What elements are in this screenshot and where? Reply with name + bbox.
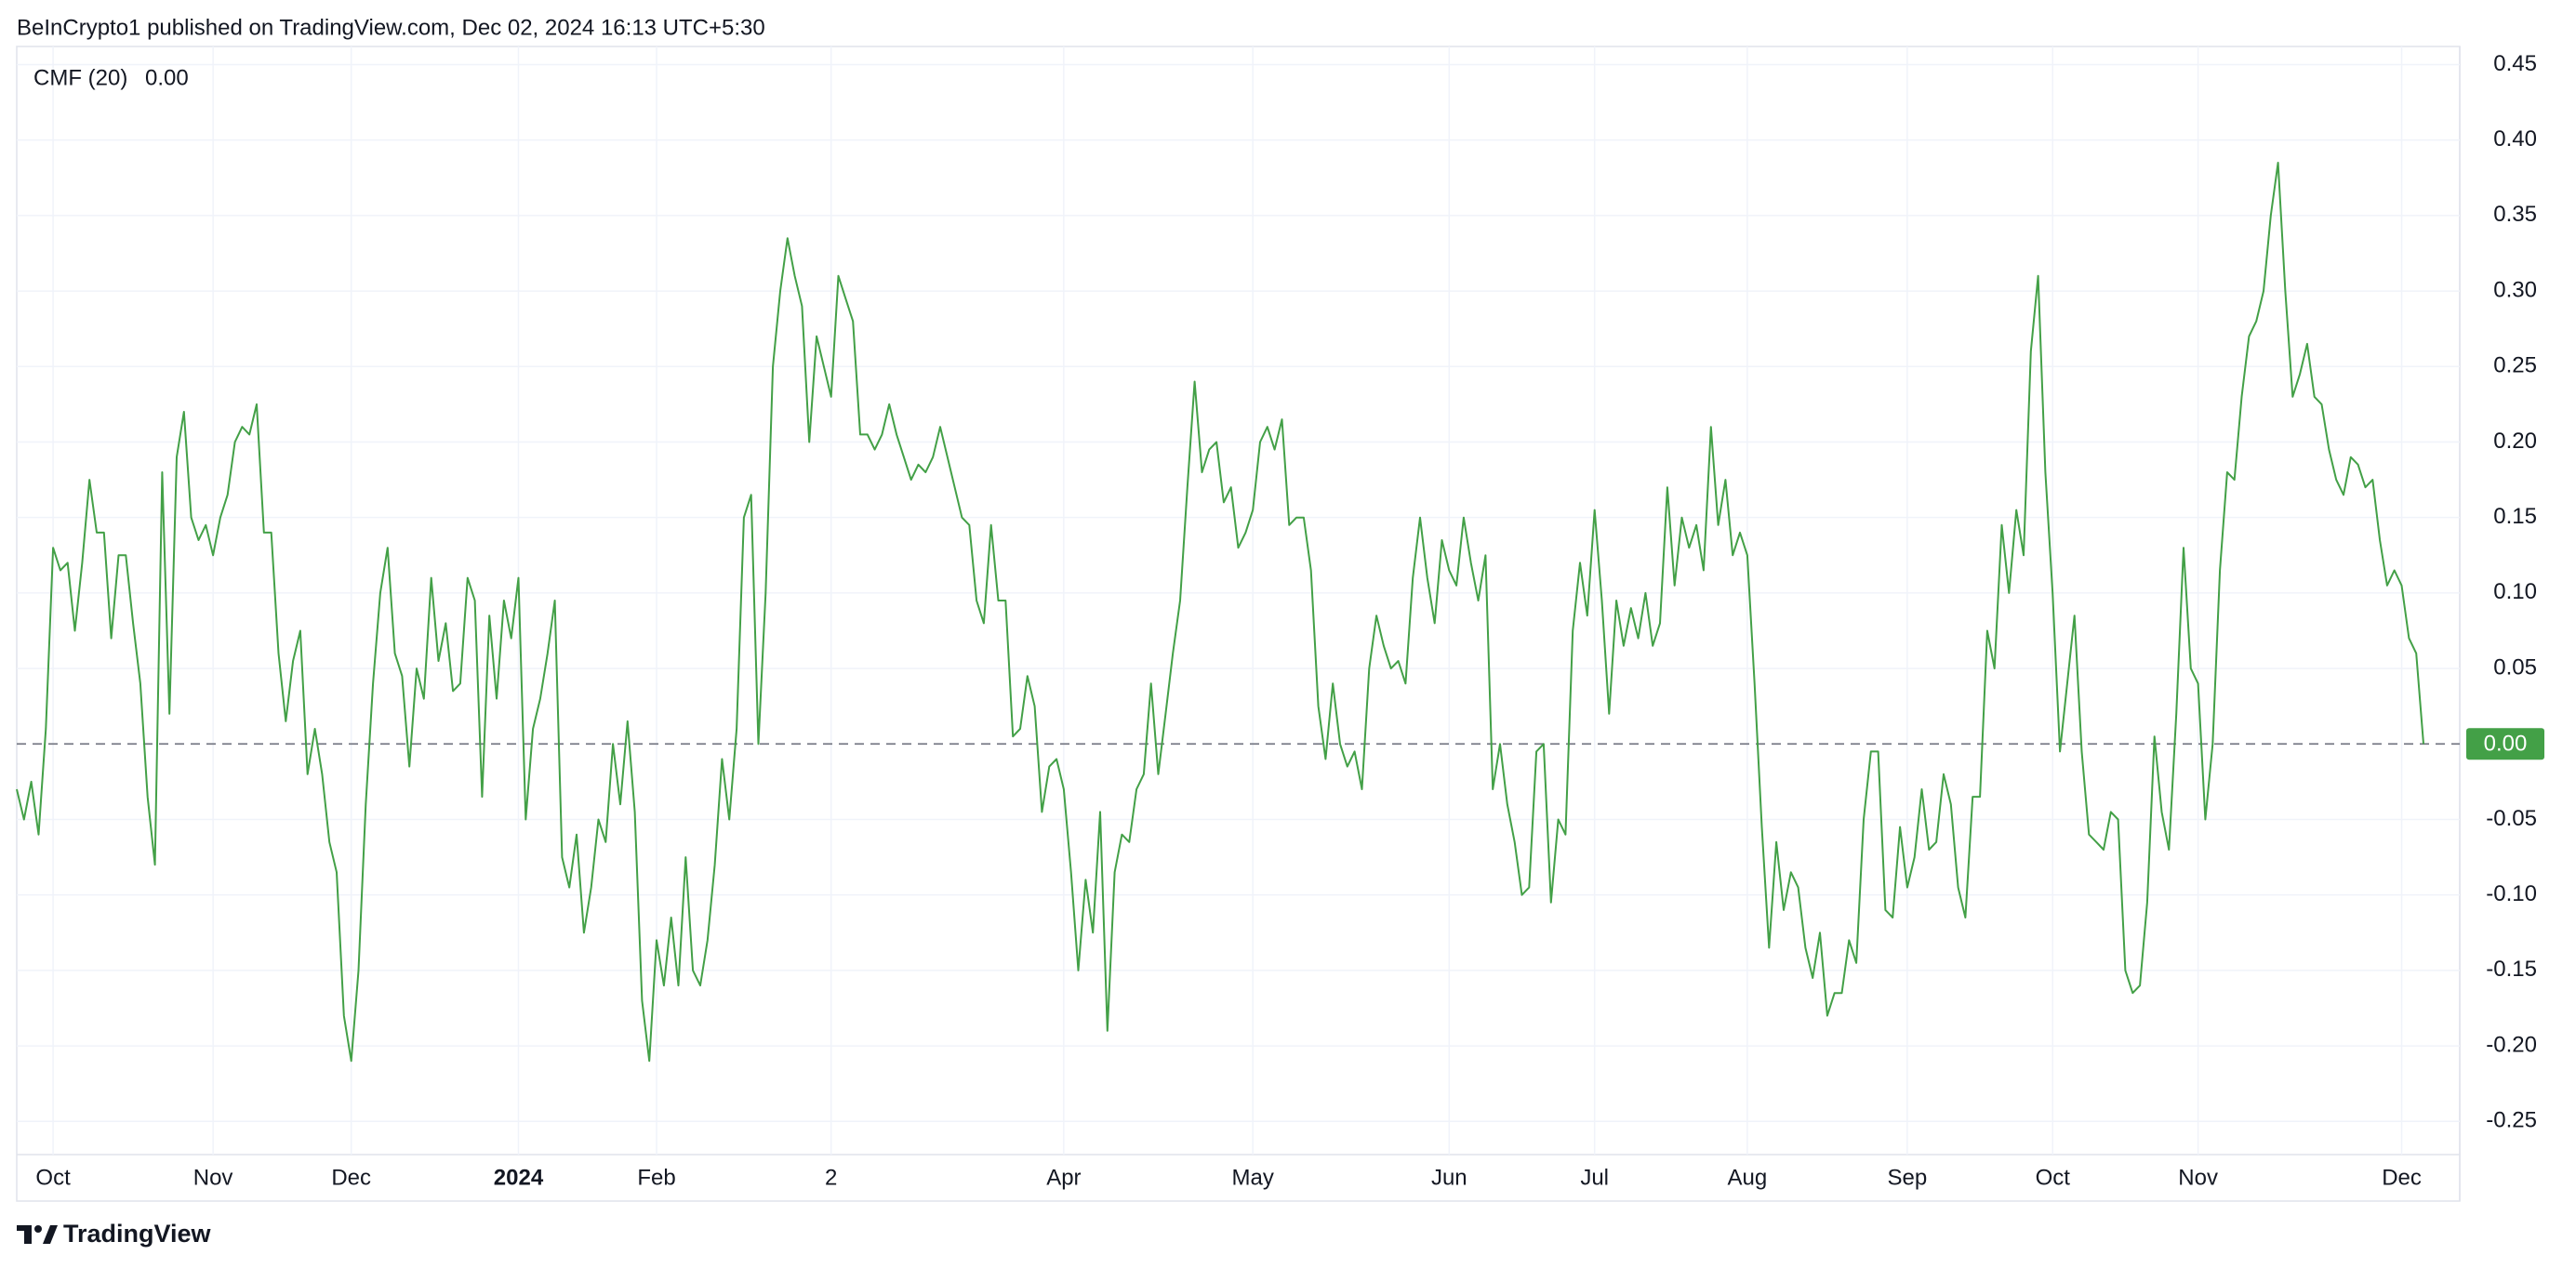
x-tick-label: Aug <box>1728 1165 1768 1190</box>
y-tick-label: -0.15 <box>2486 957 2537 982</box>
x-tick-label: Jul <box>1580 1165 1609 1190</box>
x-tick-label: Dec <box>331 1165 371 1190</box>
y-tick-label: 0.10 <box>2493 579 2537 604</box>
x-tick-label: Nov <box>2178 1165 2218 1190</box>
y-tick-label: 0.45 <box>2493 51 2537 76</box>
y-tick-label: -0.10 <box>2486 881 2537 906</box>
x-tick-label: Apr <box>1046 1165 1081 1190</box>
price-badge <box>2466 728 2544 760</box>
y-tick-label: 0.20 <box>2493 429 2537 454</box>
y-tick-label: -0.05 <box>2486 806 2537 831</box>
grid <box>17 46 2460 1155</box>
x-tick-label: May <box>1232 1165 1274 1190</box>
footer-logo <box>17 1225 58 1244</box>
x-tick-label: 2024 <box>494 1165 544 1190</box>
x-tick-label: Nov <box>193 1165 233 1190</box>
y-tick-label: 0.05 <box>2493 654 2537 680</box>
cmf-line <box>16 162 2424 1063</box>
footer-brand: TradingView <box>63 1220 212 1248</box>
y-tick-label: 0.15 <box>2493 504 2537 529</box>
x-tick-label: Feb <box>637 1165 675 1190</box>
y-tick-label: 0.40 <box>2493 126 2537 152</box>
y-tick-label: -0.25 <box>2486 1108 2537 1133</box>
legend-name: CMF (20) <box>33 65 127 90</box>
y-tick-label: -0.20 <box>2486 1032 2537 1057</box>
x-tick-label: Dec <box>2382 1165 2422 1190</box>
y-tick-label: 0.30 <box>2493 277 2537 302</box>
y-tick-label: 0.35 <box>2493 202 2537 227</box>
x-tick-label: Oct <box>2036 1165 2071 1190</box>
header: BeInCrypto1 published on TradingView.com… <box>17 15 765 40</box>
legend-value: 0.00 <box>145 65 189 90</box>
x-tick-label: Sep <box>1888 1165 1928 1190</box>
y-tick-label: 0.25 <box>2493 353 2537 378</box>
x-tick-label: Jun <box>1431 1165 1467 1190</box>
x-tick-label: 2 <box>825 1165 837 1190</box>
price-badge-label: 0.00 <box>2484 732 2528 757</box>
x-tick-label: Oct <box>35 1165 71 1190</box>
